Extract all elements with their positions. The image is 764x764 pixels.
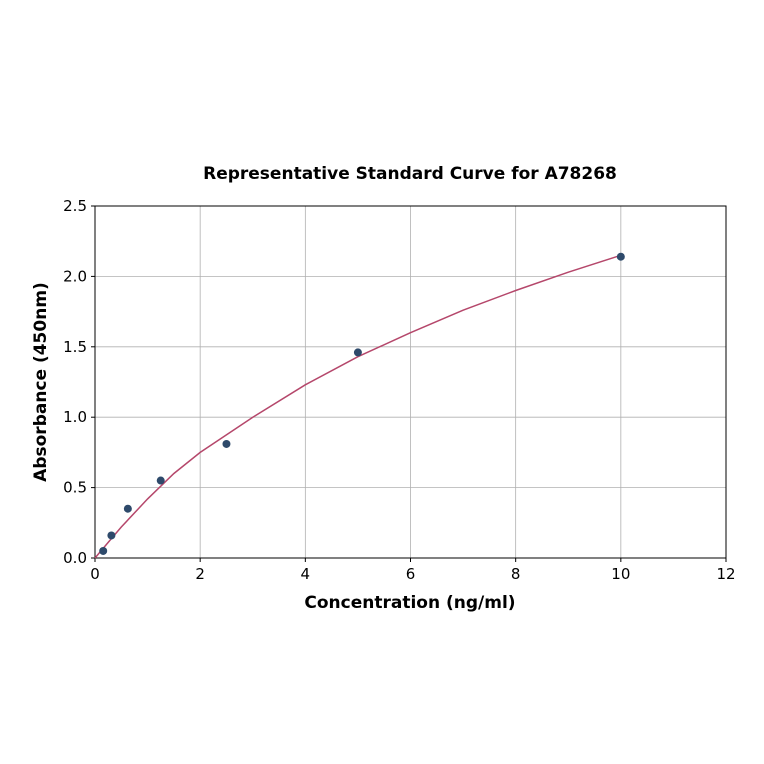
- data-point: [222, 439, 231, 448]
- data-point: [616, 252, 625, 261]
- x-tick-label: 2: [195, 565, 205, 583]
- data-point: [353, 348, 362, 357]
- y-tick-label: 0.0: [63, 549, 87, 567]
- axis-ticks: 0 2 4 6 8 10 12 0.0 0.5 1.0 1.5 2.0 2.5: [63, 197, 735, 583]
- y-tick-label: 2.5: [63, 197, 87, 215]
- x-tick-label: 12: [716, 565, 735, 583]
- x-tick-label: 0: [90, 565, 100, 583]
- fit-curve: [94, 254, 622, 559]
- data-point: [107, 531, 116, 540]
- grid: [94, 205, 727, 559]
- y-tick-label: 0.5: [63, 479, 87, 497]
- y-tick-label: 1.0: [63, 408, 87, 426]
- chart-title: Representative Standard Curve for A78268: [203, 164, 617, 184]
- y-tick-label: 1.5: [63, 338, 87, 356]
- y-axis-label: Absorbance (450nm): [31, 282, 51, 482]
- x-tick-label: 6: [406, 565, 416, 583]
- data-point: [156, 476, 165, 485]
- x-tick-label: 10: [611, 565, 630, 583]
- data-point: [123, 504, 132, 513]
- x-tick-label: 4: [301, 565, 311, 583]
- y-tick-label: 2.0: [63, 267, 87, 285]
- x-axis-label: Concentration (ng/ml): [304, 593, 515, 613]
- data-points: [99, 252, 625, 555]
- data-point: [99, 546, 108, 555]
- x-tick-label: 8: [511, 565, 521, 583]
